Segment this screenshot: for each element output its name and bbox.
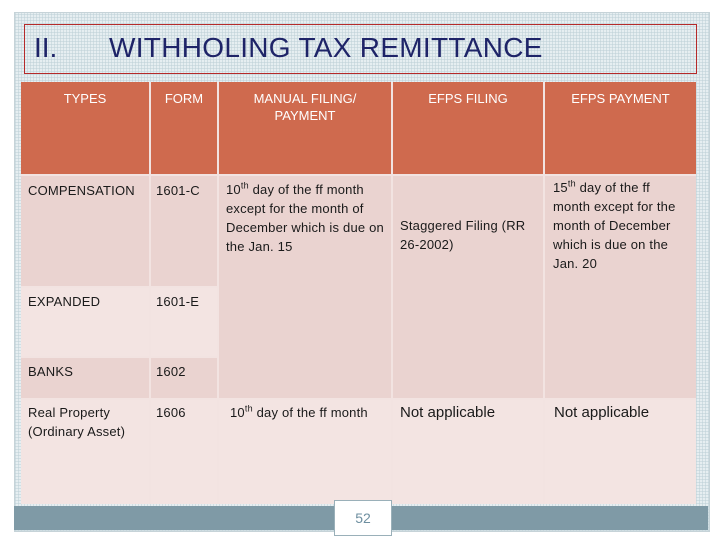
slide-title: WITHHOLING TAX REMITTANCE [109,32,543,63]
type-cell: BANKS [21,358,149,398]
form-cell: 1606 [151,400,217,504]
efps-filing-cell: Staggered Filing (RR 26-2002) [393,176,543,398]
form-cell: 1602 [151,358,217,398]
page-number: 52 [334,500,392,536]
header-form: FORM [151,82,217,174]
form-cell: 1601-E [151,288,217,356]
type-cell: COMPENSATION [21,176,149,286]
header-manual: MANUAL FILING/ PAYMENT [219,82,391,174]
efps-payment-cell: Not applicable [545,400,696,504]
header-efps-filing: EFPS FILING [393,82,543,174]
header-types: TYPES [21,82,149,174]
form-cell: 1601-C [151,176,217,286]
efps-filing-cell: Not applicable [393,400,543,504]
type-cell: EXPANDED [21,288,149,356]
manual-filing-cell: 10th day of the ff month [219,400,391,504]
tax-table: TYPES FORM MANUAL FILING/ PAYMENT EFPS F… [21,82,696,504]
header-efps-payment: EFPS PAYMENT [545,82,696,174]
type-cell: Real Property (Ordinary Asset) [21,400,149,504]
section-number: II. [34,32,58,63]
title-frame [24,24,697,74]
efps-payment-cell: 15th day of the ff month except for the … [545,176,696,398]
manual-filing-cell: 10th day of the ff month except for the … [219,176,391,398]
